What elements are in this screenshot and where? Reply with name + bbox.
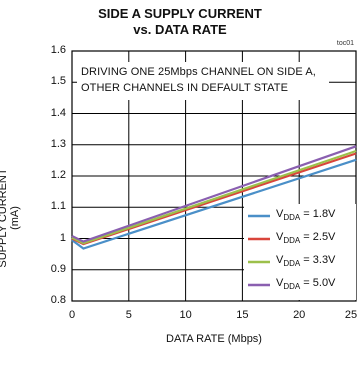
y-axis-label: SUPPLY CURRENT (mA) [0, 168, 21, 268]
y-tick-label: 1.4 [50, 106, 66, 119]
y-tick-label: 1.1 [50, 200, 66, 213]
legend-label-2: VDDA = 2.5V [276, 231, 336, 246]
series-line-3 [71, 149, 357, 245]
legend-label-4: VDDA = 5.0V [276, 277, 336, 292]
y-tick-label: 1.6 [50, 44, 66, 56]
annotation-line2: OTHER CHANNELS IN DEFAULT STATE [81, 82, 289, 94]
series-line-1 [71, 158, 357, 250]
y-tick-label: 0.8 [50, 294, 66, 306]
y-tick-label: 1.3 [50, 137, 66, 150]
x-tick-label: 15 [236, 309, 249, 321]
annotation-box [77, 62, 329, 100]
annotation-line1: DRIVING ONE 25Mbps CHANNEL ON SIDE A, [81, 66, 316, 78]
chart-title-line2: vs. DATA RATE [133, 22, 227, 37]
series-line-4 [71, 145, 357, 243]
x-axis-label: DATA RATE (Mbps) [166, 333, 262, 345]
y-tick-label: 1.5 [50, 75, 66, 88]
x-tick-label: 10 [179, 309, 192, 321]
y-tick-label: 0.9 [50, 262, 66, 275]
x-tick-label: 0 [68, 309, 76, 321]
y-tick-label: 1 [59, 231, 66, 244]
plot-frame [71, 50, 357, 302]
legend-label-1: VDDA = 1.8V [276, 208, 336, 223]
x-tick-label: 5 [125, 309, 132, 321]
legend-label-3: VDDA = 3.3V [276, 254, 336, 269]
y-tick-label: 1.2 [50, 169, 66, 181]
figure-id: toc01 [336, 40, 354, 47]
chart-title-line1: SIDE A SUPPLY CURRENT [98, 6, 262, 21]
x-tick-label: 20 [293, 309, 306, 321]
x-tick-label: 25 [344, 309, 358, 321]
